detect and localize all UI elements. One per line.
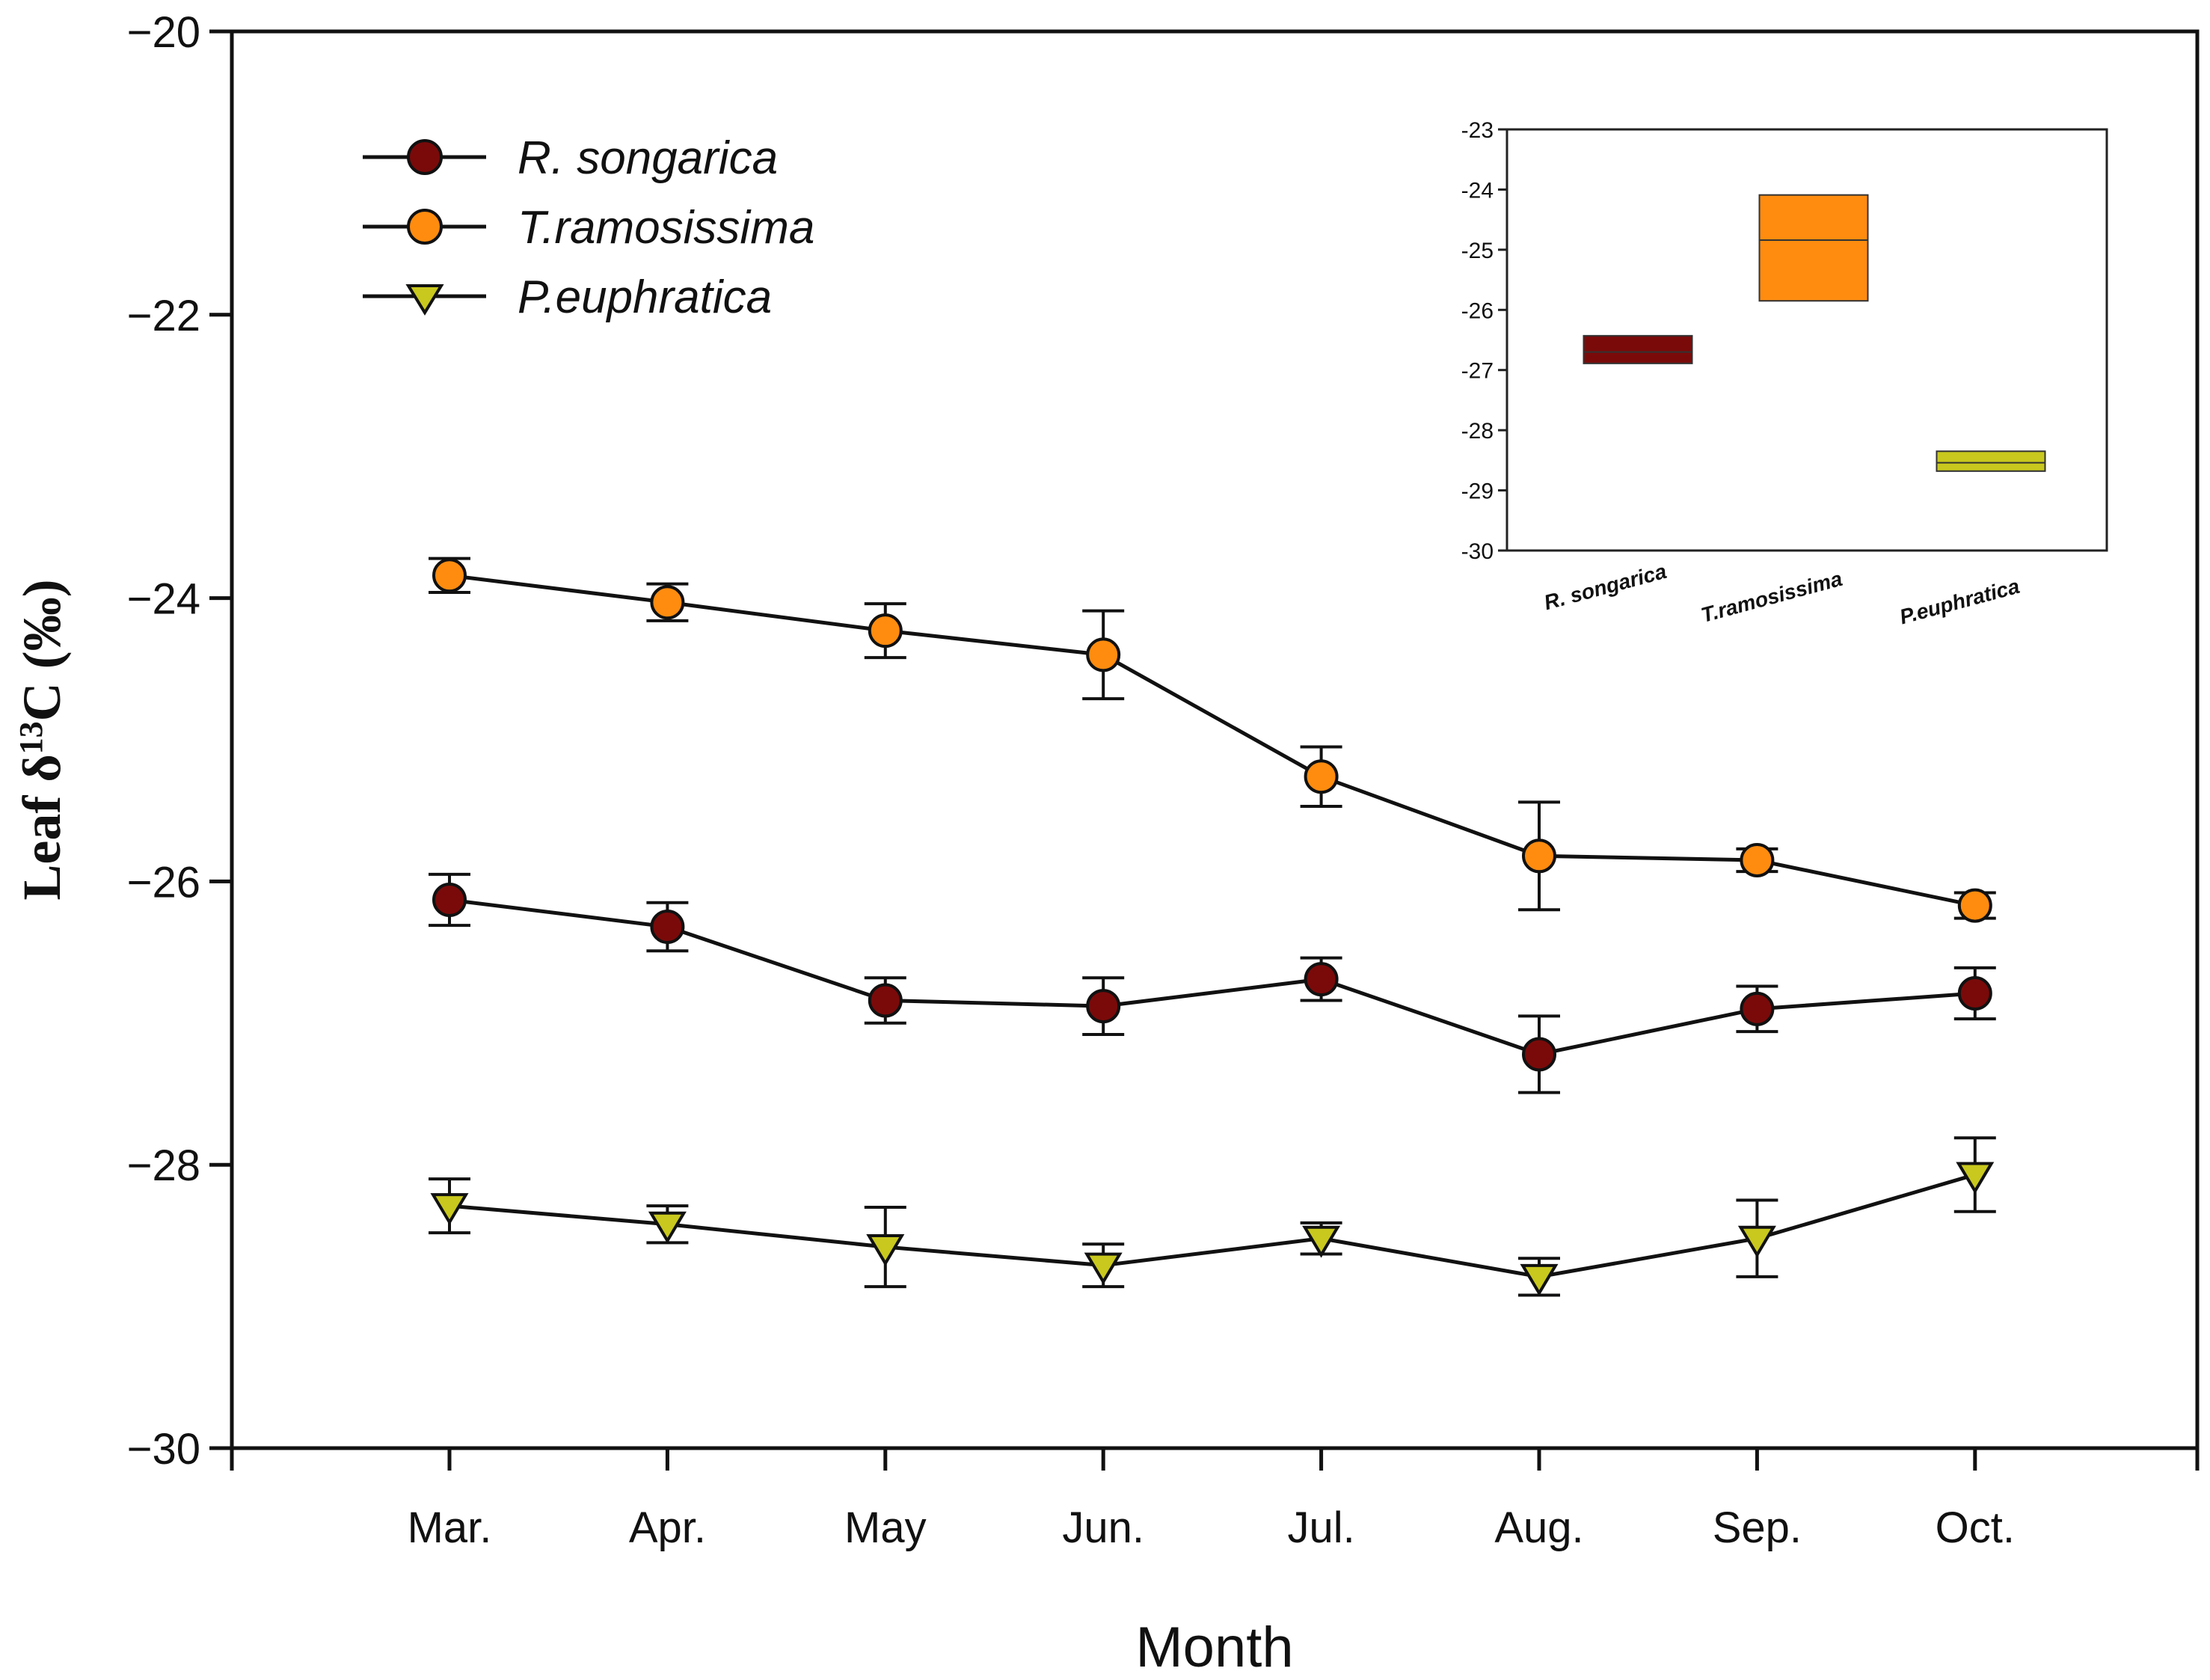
x-tick-label: Oct. bbox=[1936, 1503, 2015, 1552]
inset-y-tick-label: -27 bbox=[1461, 359, 1494, 384]
data-point bbox=[1086, 989, 1121, 1024]
series bbox=[429, 1136, 1996, 1297]
data-point bbox=[1740, 842, 1775, 877]
inset-box bbox=[1758, 194, 1869, 302]
legend-label-p-euphratica: P.euphratica bbox=[518, 272, 772, 323]
inset-category-labels: R. songarica T.ramosissima P.euphratica bbox=[1541, 560, 2022, 629]
x-tick-label: Aug. bbox=[1494, 1503, 1583, 1552]
y-tick-label: −30 bbox=[127, 1425, 200, 1474]
data-point bbox=[1304, 962, 1339, 997]
data-point bbox=[1084, 1252, 1123, 1285]
data-point bbox=[432, 883, 467, 918]
x-axis: Mar. Apr. May Jun. Jul. Aug. Sep. Oct. bbox=[230, 1448, 2200, 1552]
y-tick-label: −24 bbox=[127, 575, 200, 624]
data-point bbox=[1304, 759, 1339, 794]
inset-box bbox=[1936, 450, 2046, 472]
data-point bbox=[1957, 888, 1992, 923]
data-point bbox=[866, 1234, 905, 1266]
inset-category-label: P.euphratica bbox=[1897, 574, 2022, 629]
data-point bbox=[650, 910, 685, 945]
inset-boxes bbox=[1583, 194, 2046, 472]
series-line bbox=[449, 573, 1976, 908]
data-point bbox=[648, 1211, 687, 1244]
inset-y-tick-label: -28 bbox=[1461, 419, 1494, 444]
legend-marker-t-ramosissima bbox=[407, 209, 443, 245]
inset-y-tick-label: -30 bbox=[1461, 539, 1494, 564]
series-line bbox=[449, 898, 1975, 1057]
inset-y-tick-label: -25 bbox=[1461, 239, 1494, 263]
series-line bbox=[449, 1173, 1976, 1279]
y-tick-label: −26 bbox=[127, 858, 200, 907]
inset-y-tick-label: -29 bbox=[1461, 479, 1494, 504]
data-point bbox=[1302, 1225, 1341, 1258]
legend: R. songarica T.ramosissima P.euphratica bbox=[363, 132, 814, 323]
data-point bbox=[1737, 1225, 1776, 1258]
series bbox=[429, 557, 1996, 923]
x-axis-title: Month bbox=[1135, 1616, 1293, 1679]
legend-entry-r-songarica: R. songarica bbox=[363, 132, 778, 184]
inset-category-label: R. songarica bbox=[1541, 560, 1669, 614]
x-tick-label: May bbox=[844, 1503, 927, 1552]
data-point bbox=[432, 558, 467, 593]
data-point bbox=[1957, 976, 1992, 1011]
legend-entry-p-euphratica: P.euphratica bbox=[363, 272, 772, 323]
x-tick-label: Apr. bbox=[629, 1503, 706, 1552]
inset-category-label: T.ramosissima bbox=[1698, 567, 1844, 627]
series bbox=[429, 872, 1996, 1094]
inset-y-tick-label: -26 bbox=[1461, 298, 1494, 323]
data-point bbox=[430, 1193, 469, 1226]
legend-label-t-ramosissima: T.ramosissima bbox=[518, 202, 814, 254]
legend-entry-t-ramosissima: T.ramosissima bbox=[363, 202, 814, 254]
data-point bbox=[868, 613, 903, 649]
y-axis: −30 −28 −26 −24 −22 −20 bbox=[127, 8, 232, 1474]
legend-marker-r-songarica bbox=[407, 139, 443, 175]
legend-label-r-songarica: R. songarica bbox=[518, 132, 778, 184]
plot-frame bbox=[230, 29, 2200, 1450]
data-point bbox=[868, 983, 903, 1018]
x-tick-label: Jun. bbox=[1062, 1503, 1144, 1552]
series-layer bbox=[429, 557, 1996, 1297]
inset-y-axis: -30 -29 -28 -27 -26 -25 -24 -23 bbox=[1461, 118, 1507, 564]
x-tick-label: Jul. bbox=[1287, 1503, 1354, 1552]
x-tick-label: Mar. bbox=[408, 1503, 492, 1552]
inset-y-tick-label: -24 bbox=[1461, 178, 1494, 203]
data-point bbox=[1740, 991, 1775, 1026]
data-point bbox=[1522, 839, 1556, 874]
y-tick-label: −28 bbox=[127, 1141, 200, 1190]
inset-y-tick-label: -23 bbox=[1461, 118, 1494, 143]
y-tick-label: −20 bbox=[127, 8, 200, 57]
data-point bbox=[650, 585, 685, 620]
inset-box-chart: -30 -29 -28 -27 -26 -25 -24 -23 R. songarica T.r… bbox=[1461, 118, 2108, 629]
legend-marker-p-euphratica bbox=[405, 284, 444, 316]
inset-box bbox=[1583, 334, 1693, 364]
data-point bbox=[1522, 1037, 1556, 1072]
data-point bbox=[1086, 637, 1121, 672]
y-tick-label: −22 bbox=[127, 292, 200, 340]
data-point bbox=[1956, 1162, 1995, 1195]
y-axis-title: Leaf δ13C (‰) bbox=[12, 579, 72, 900]
x-tick-label: Sep. bbox=[1713, 1503, 1802, 1552]
data-point bbox=[1520, 1263, 1559, 1296]
